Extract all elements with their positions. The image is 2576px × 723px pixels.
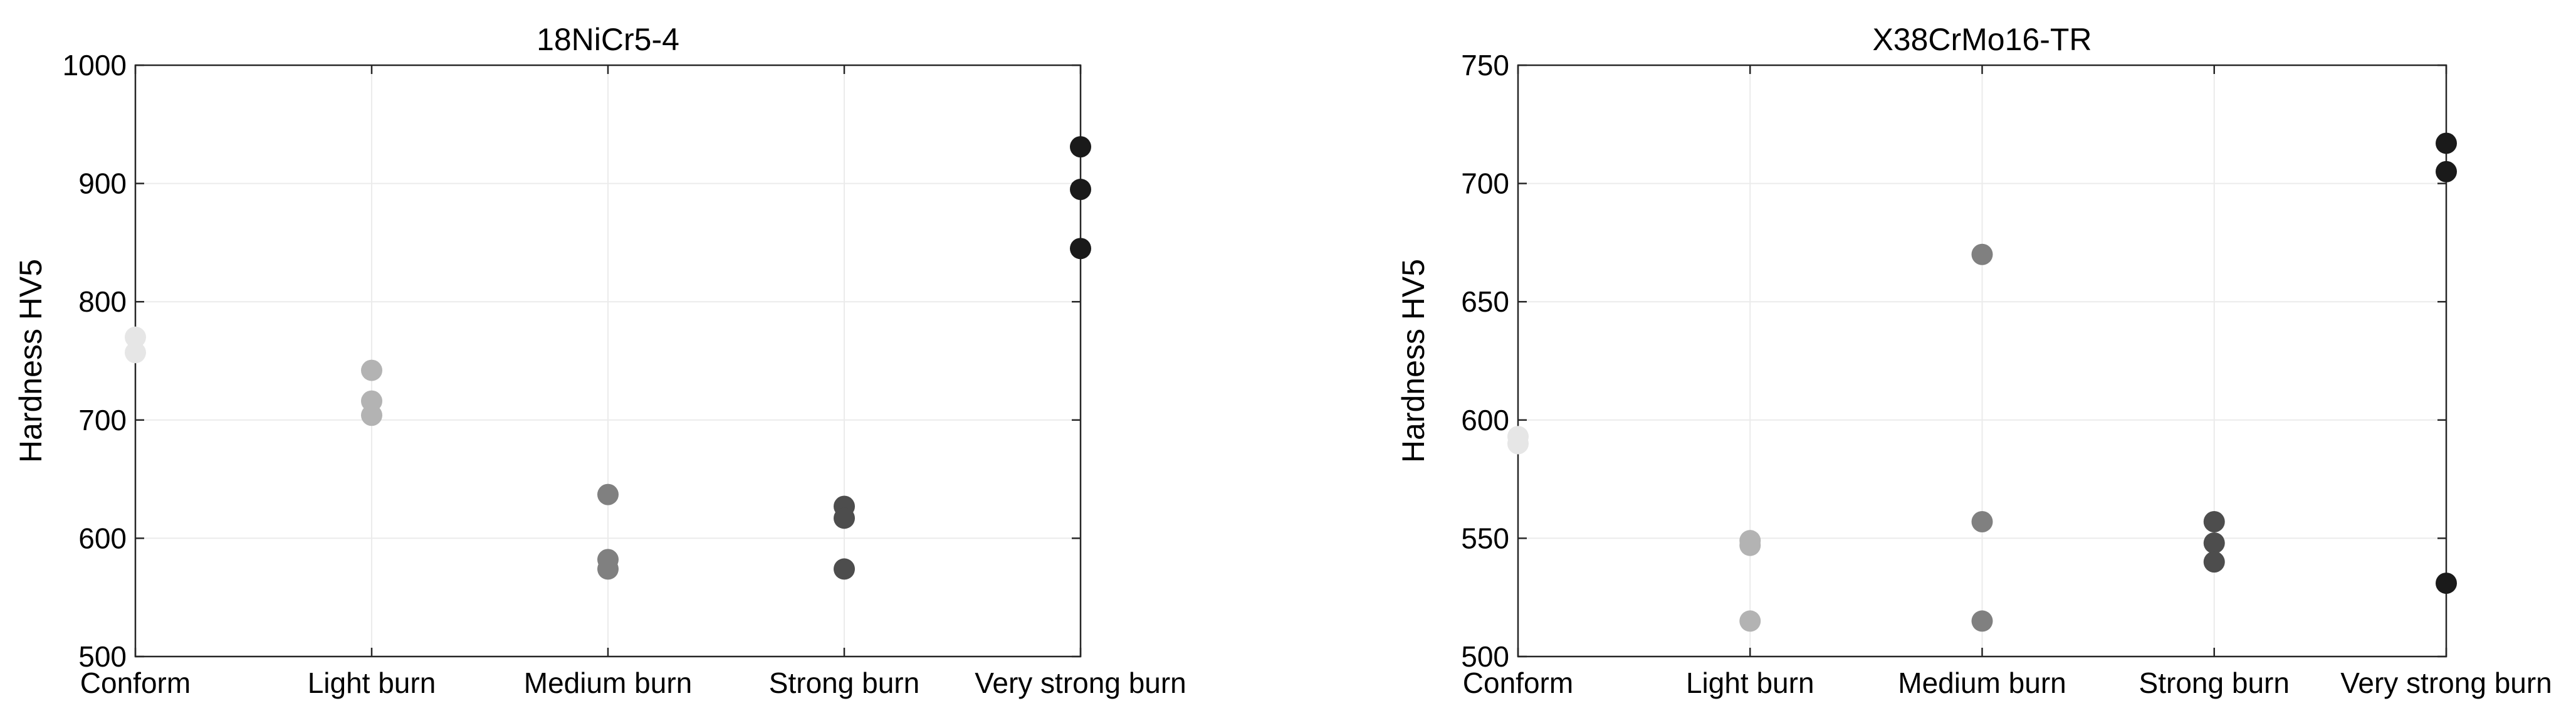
x-tick-label-light-burn: Light burn: [1686, 667, 1814, 699]
data-point-very-strong-burn: [2436, 161, 2457, 182]
y-tick-label: 750: [1461, 49, 1509, 82]
x-tick-label-medium-burn: Medium burn: [1898, 667, 2066, 699]
x-tick-label-conform: Conform: [1463, 667, 1573, 699]
y-tick-label: 700: [1461, 167, 1509, 200]
x-tick-label-strong-burn: Strong burn: [2139, 667, 2290, 699]
data-point-very-strong-burn: [1070, 179, 1091, 201]
y-tick-label: 700: [78, 404, 127, 436]
x-tick-label-strong-burn: Strong burn: [769, 667, 919, 699]
data-point-conform: [125, 326, 146, 348]
x-tick-label-conform: Conform: [80, 667, 191, 699]
data-point-strong-burn: [2203, 551, 2225, 573]
data-point-conform: [125, 342, 146, 364]
y-tick-label: 900: [78, 167, 127, 200]
data-point-light-burn: [361, 359, 382, 381]
chart-title: 18NiCr5-4: [537, 22, 679, 57]
y-axis-label: Hardness HV5: [13, 259, 48, 463]
data-point-strong-burn: [834, 507, 855, 529]
data-point-very-strong-burn: [1070, 136, 1091, 158]
data-point-medium-burn: [597, 483, 619, 505]
data-point-medium-burn: [1971, 243, 1993, 265]
data-point-strong-burn: [2203, 510, 2225, 532]
y-tick-label: 800: [78, 285, 127, 318]
y-tick-label: 550: [1461, 522, 1509, 554]
y-axis-label: Hardness HV5: [1396, 259, 1431, 463]
x-tick-label-very-strong-burn: Very strong burn: [975, 667, 1186, 699]
chart-title: X38CrMo16-TR: [1872, 22, 2092, 57]
data-point-light-burn: [361, 404, 382, 426]
y-tick-label: 650: [1461, 285, 1509, 318]
x-tick-label-light-burn: Light burn: [308, 667, 436, 699]
data-point-strong-burn: [2203, 532, 2225, 554]
data-point-medium-burn: [597, 558, 619, 580]
data-point-medium-burn: [1971, 610, 1993, 632]
data-point-conform: [1507, 433, 1529, 455]
chart-panel-18nicr5-4: 500 600 700 800 900 1000 Conform Light burn Medi…: [13, 22, 1186, 699]
data-point-light-burn: [1739, 534, 1761, 556]
y-tick-label: 500: [1461, 640, 1509, 673]
y-tick-label: 600: [78, 522, 127, 554]
x-tick-label-medium-burn: Medium burn: [524, 667, 692, 699]
y-tick-label: 500: [78, 640, 127, 673]
x-tick-label-very-strong-burn: Very strong burn: [2340, 667, 2552, 699]
chart-panel-x38crmo16-tr: 500 550 600 650 700 750 Conform Light burn Mediu…: [1396, 22, 2552, 699]
data-point-medium-burn: [1971, 510, 1993, 532]
y-tick-label: 1000: [63, 49, 127, 82]
data-point-very-strong-burn: [1070, 238, 1091, 260]
data-point-very-strong-burn: [2436, 573, 2457, 594]
y-tick-label: 600: [1461, 404, 1509, 436]
data-point-light-burn: [1739, 610, 1761, 632]
data-point-strong-burn: [834, 558, 855, 580]
data-point-very-strong-burn: [2436, 132, 2457, 154]
